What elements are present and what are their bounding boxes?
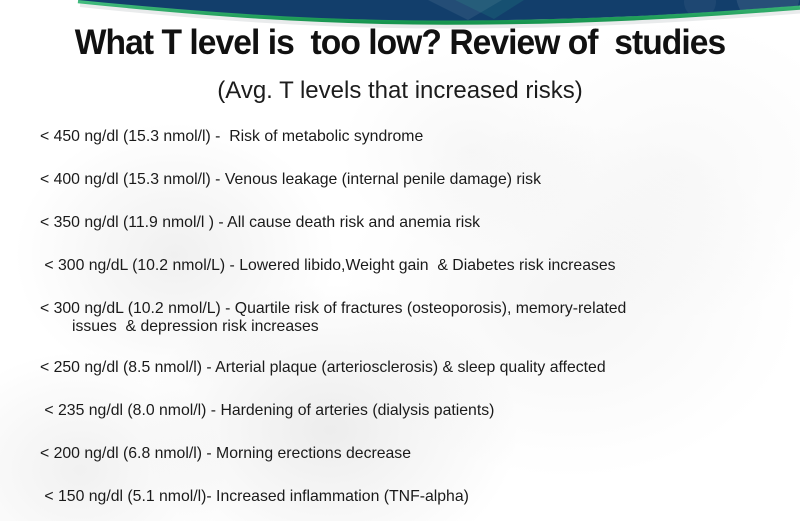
risk-item-line: < 400 ng/dl (15.3 nmol/l) - Venous leaka… bbox=[40, 171, 541, 188]
risk-item: < 300 ng/dL (10.2 nmol/L) - Quartile ris… bbox=[40, 300, 770, 336]
risk-item: < 150 ng/dl (5.1 nmol/l)- Increased infl… bbox=[40, 488, 770, 506]
watermark-triangle-teal bbox=[455, 0, 524, 19]
risk-item-line: < 300 ng/dL (10.2 nmol/L) - Quartile ris… bbox=[40, 300, 627, 317]
risk-item-line-continuation: issues & depression risk increases bbox=[72, 318, 319, 335]
risk-item: < 400 ng/dl (15.3 nmol/l) - Venous leaka… bbox=[40, 171, 770, 189]
risk-item: < 235 ng/dl (8.0 nmol/l) - Hardening of … bbox=[40, 402, 770, 420]
swoosh-shadow bbox=[79, 3, 800, 29]
risk-item: < 350 ng/dl (11.9 nmol/l ) - All cause d… bbox=[40, 214, 770, 232]
slide-title: What T level is too low? Review of studi… bbox=[74, 23, 726, 62]
risk-item-line: < 300 ng/dL (10.2 nmol/L) - Lowered libi… bbox=[40, 257, 616, 274]
risk-item: < 250 ng/dl (8.5 nmol/l) - Arterial plaq… bbox=[40, 359, 770, 377]
swoosh-navy-body bbox=[78, 0, 800, 21]
swoosh-green-edge bbox=[77, 0, 800, 25]
risk-item-line: < 200 ng/dl (6.8 nmol/l) - Morning erect… bbox=[40, 445, 411, 462]
risk-item: < 200 ng/dl (6.8 nmol/l) - Morning erect… bbox=[40, 445, 770, 463]
watermark-triangle-light bbox=[428, 0, 502, 20]
risk-item-line: < 150 ng/dl (5.1 nmol/l)- Increased infl… bbox=[40, 488, 469, 505]
slide-subtitle: (Avg. T levels that increased risks) bbox=[217, 77, 583, 104]
header-swoosh-graphic bbox=[77, 0, 800, 29]
risk-item-line: < 235 ng/dl (8.0 nmol/l) - Hardening of … bbox=[40, 402, 495, 419]
risk-item-line: < 250 ng/dl (8.5 nmol/l) - Arterial plaq… bbox=[40, 359, 606, 376]
risk-item-line: < 450 ng/dl (15.3 nmol/l) - Risk of meta… bbox=[40, 128, 424, 145]
risk-list: < 450 ng/dl (15.3 nmol/l) - Risk of meta… bbox=[40, 128, 770, 531]
risk-item: < 300 ng/dL (10.2 nmol/L) - Lowered libi… bbox=[40, 257, 770, 275]
risk-item-line: < 350 ng/dl (11.9 nmol/l ) - All cause d… bbox=[40, 214, 481, 231]
watermark-circle-small bbox=[684, 0, 716, 18]
risk-item: < 450 ng/dl (15.3 nmol/l) - Risk of meta… bbox=[40, 128, 770, 146]
